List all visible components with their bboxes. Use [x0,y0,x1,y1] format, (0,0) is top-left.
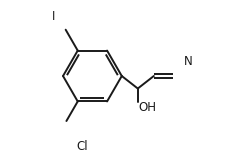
Text: I: I [51,10,55,23]
Text: OH: OH [138,101,156,114]
Text: Cl: Cl [77,140,88,153]
Text: N: N [184,55,193,68]
